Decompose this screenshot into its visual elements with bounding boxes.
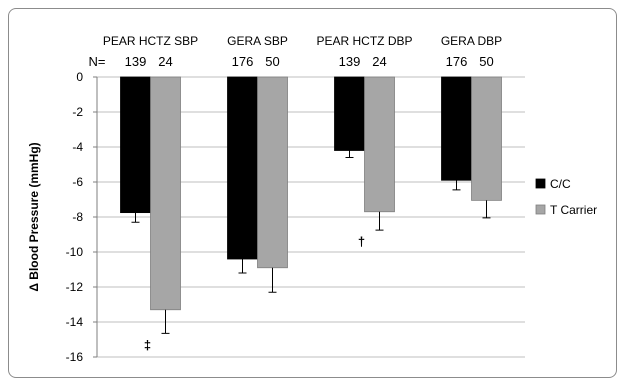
category-label: PEAR HCTZ DBP xyxy=(316,34,412,48)
n-count-cc: 176 xyxy=(232,54,254,69)
legend-label: T Carrier xyxy=(550,203,597,217)
n-count-t-carrier: 50 xyxy=(265,54,279,69)
y-tick-label: 0 xyxy=(76,70,83,84)
y-tick-label: -4 xyxy=(72,140,83,154)
bar-t-carrier xyxy=(257,76,288,269)
y-tick-label: -14 xyxy=(66,315,84,329)
chart-frame xyxy=(8,8,617,378)
bar-cc xyxy=(120,76,151,214)
legend: C/C T Carrier xyxy=(535,177,597,217)
y-axis-ticks: 0 -2 -4 -6 -8 -10 -12 -14 -16 xyxy=(66,70,97,364)
bar-t-carrier xyxy=(150,76,181,311)
y-axis-label: Δ Blood Pressure (mmHg) xyxy=(27,142,41,291)
category-label: PEAR HCTZ SBP xyxy=(103,34,198,48)
legend-label: C/C xyxy=(550,177,571,191)
y-tick-label: -10 xyxy=(66,245,84,259)
bar-t-carrier xyxy=(471,76,502,201)
significance-annotations: ‡† xyxy=(144,234,365,352)
y-tick-label: -8 xyxy=(72,210,83,224)
error-bars xyxy=(131,150,491,334)
bars xyxy=(120,76,502,311)
bar-chart: 0 -2 -4 -6 -8 -10 -12 -14 -16 PEAR HCTZ SBP 139 24… xyxy=(27,34,597,364)
y-tick-label: -2 xyxy=(72,105,83,119)
bar-cc xyxy=(334,76,365,151)
y-tick-label: -6 xyxy=(72,175,83,189)
significance-marker: ‡ xyxy=(144,337,151,352)
category-label: GERA SBP xyxy=(227,34,288,48)
n-count-t-carrier: 50 xyxy=(479,54,493,69)
bar-cc xyxy=(227,76,258,260)
n-count-cc: 139 xyxy=(339,54,361,69)
y-tick-label: -12 xyxy=(66,280,84,294)
legend-swatch xyxy=(535,178,546,189)
bar-cc xyxy=(441,76,472,181)
group-labels: PEAR HCTZ SBP 139 24 N= GERA SBP 176 50 PEAR HC… xyxy=(89,34,503,69)
legend-swatch xyxy=(535,204,546,215)
n-count-t-carrier: 24 xyxy=(372,54,386,69)
y-tick-label: -16 xyxy=(66,350,84,364)
significance-marker: † xyxy=(358,234,365,249)
n-count-cc: 176 xyxy=(446,54,468,69)
bar-t-carrier xyxy=(364,76,395,213)
n-prefix-label: N= xyxy=(89,54,106,69)
category-label: GERA DBP xyxy=(441,34,502,48)
n-count-cc: 139 xyxy=(125,54,147,69)
n-count-t-carrier: 24 xyxy=(158,54,172,69)
